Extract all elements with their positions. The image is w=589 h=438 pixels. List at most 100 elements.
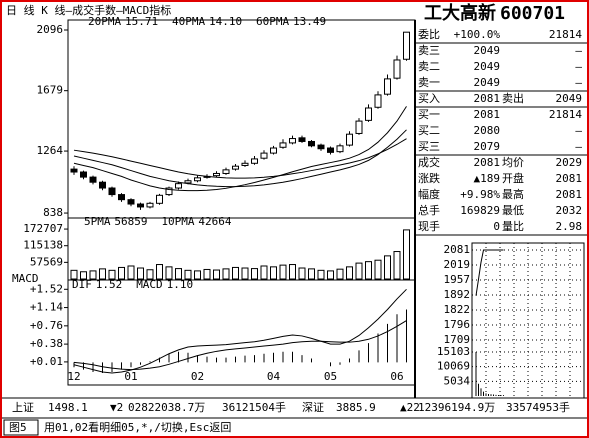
candle-body — [194, 177, 201, 182]
volume-bar — [118, 266, 125, 280]
volume-bar — [80, 271, 87, 280]
hint: 用01,02看明细05,*,/切换,Esc返回 — [44, 420, 231, 434]
candle-body — [80, 171, 87, 178]
quote-volume: — — [575, 76, 582, 89]
quote-value: 2049 — [474, 44, 501, 57]
status-item: 3885.9 — [336, 401, 376, 414]
status-item: 上证 — [12, 401, 34, 414]
stock-name: 工大高新 — [424, 2, 496, 24]
quote-label: 买二 — [418, 124, 440, 137]
quote-label: 委比 — [418, 28, 440, 41]
candle-body — [298, 137, 306, 142]
macd-line — [73, 320, 407, 371]
y-tick-label: 172707 — [23, 222, 63, 235]
volume-bar — [317, 269, 325, 280]
volume-bar — [70, 269, 78, 280]
x-tick-label: 01 — [124, 370, 137, 383]
x-tick-label: 02 — [191, 370, 204, 383]
volume-bar — [137, 267, 144, 280]
quote-value: 2.98 — [556, 220, 583, 233]
y-tick-label: 2096 — [37, 23, 64, 36]
mini-y-label: 1822 — [444, 303, 471, 316]
candle-body — [127, 199, 135, 205]
status-item: 12396194.9万 — [418, 401, 495, 414]
mini-y-label: 1892 — [444, 288, 471, 301]
volume-bar — [99, 268, 106, 280]
x-tick-label: 05 — [324, 370, 337, 383]
quote-value: ▲189 — [474, 172, 501, 185]
y-tick-label: +0.38 — [30, 337, 63, 350]
candle-body — [270, 147, 277, 154]
legend-value: 42664 — [198, 215, 231, 228]
quote-value: +9.98% — [460, 188, 500, 201]
status-item: 02822038.7万 — [128, 401, 205, 414]
candle-body — [156, 194, 163, 204]
panel-title: MACD — [12, 272, 39, 285]
quote-value: 169829 — [460, 204, 500, 217]
candle-body — [118, 194, 125, 201]
quote-label: 买一 — [418, 108, 440, 121]
quote-label: 买三 — [418, 140, 440, 153]
mini-y-label: 1957 — [444, 273, 471, 286]
candle-body — [327, 147, 334, 153]
candle-body — [308, 140, 315, 147]
status-item: ▼2 — [110, 401, 123, 414]
legend-name: DIF — [72, 278, 92, 291]
quote-value: 2081 — [474, 108, 501, 121]
quote-volume: — — [575, 44, 582, 57]
quote-volume: — — [575, 140, 582, 153]
status-item: 1498.1 — [48, 401, 88, 414]
quote-value: +100.0% — [454, 28, 501, 41]
candle-body — [89, 176, 97, 183]
quote-value: 2049 — [556, 92, 583, 105]
legend-name: MACD — [136, 278, 163, 291]
volume-bar — [365, 261, 372, 280]
legend-value: 56859 — [114, 215, 147, 228]
legend-name: 10PMA — [161, 215, 194, 228]
quote-value: 0 — [493, 220, 500, 233]
quote-value: 2032 — [556, 204, 583, 217]
candle-body — [146, 202, 154, 208]
mini-y-label: 1709 — [444, 333, 471, 346]
y-tick-label: 1264 — [37, 144, 64, 157]
volume-bar — [127, 265, 135, 280]
quote-value: 2081 — [474, 156, 501, 169]
quote-value: 2029 — [556, 156, 583, 169]
legend-name: 5PMA — [84, 215, 111, 228]
volume-bar — [184, 269, 192, 280]
candle-body — [165, 187, 173, 196]
volume-bar — [222, 268, 230, 280]
volume-bar — [270, 266, 277, 280]
candle-body — [260, 152, 268, 159]
quote-value: 2081 — [556, 188, 583, 201]
volume-bar — [89, 270, 97, 280]
x-tick-label: 12 — [67, 370, 80, 383]
volume-bar — [194, 270, 201, 280]
status-item: 36121504手 — [222, 400, 286, 414]
volume-bar — [260, 265, 268, 280]
volume-bar — [298, 267, 306, 280]
mini-y-label: 2081 — [444, 243, 471, 256]
y-tick-label: 1679 — [37, 84, 64, 97]
legend-value: 14.10 — [209, 15, 242, 28]
legend-value: 13.49 — [293, 15, 326, 28]
mini-vol-label: 5034 — [444, 374, 471, 387]
legend-name: 40PMA — [172, 15, 205, 28]
quote-label: 幅度 — [418, 187, 440, 201]
volume-bar — [393, 251, 401, 280]
candle-body — [374, 94, 382, 108]
legend-value: 15.71 — [125, 15, 158, 28]
tab-label: 图5 — [9, 421, 27, 434]
volume-bar — [213, 269, 220, 280]
mini-y-label: 2019 — [444, 258, 471, 271]
candle-body — [213, 172, 220, 177]
quote-label: 成交 — [418, 155, 440, 169]
status-item: ▲22 — [400, 401, 420, 414]
candle-body — [241, 162, 249, 166]
volume-bar — [374, 259, 382, 280]
quote-value: 2049 — [474, 76, 501, 89]
volume-bar — [156, 264, 163, 280]
quote-value: 2081 — [556, 172, 583, 185]
volume-bar — [146, 269, 154, 280]
